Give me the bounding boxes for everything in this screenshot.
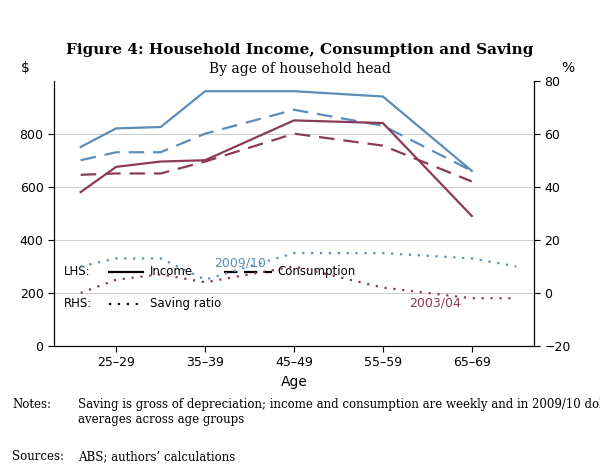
Text: LHS:: LHS: [64, 265, 90, 278]
Text: ABS; authors’ calculations: ABS; authors’ calculations [78, 450, 235, 463]
Text: Notes:: Notes: [12, 398, 51, 411]
Text: Saving is gross of depreciation; income and consumption are weekly and in 2009/1: Saving is gross of depreciation; income … [78, 398, 600, 426]
Text: Saving ratio: Saving ratio [150, 297, 221, 310]
Text: Sources:: Sources: [12, 450, 64, 463]
Text: Figure 4: Household Income, Consumption and Saving: Figure 4: Household Income, Consumption … [67, 43, 533, 57]
Text: RHS:: RHS: [64, 297, 92, 310]
Text: 2009/10: 2009/10 [214, 256, 266, 269]
X-axis label: Age: Age [281, 375, 307, 389]
Text: 2003/04: 2003/04 [410, 296, 461, 309]
Text: %: % [561, 61, 574, 75]
Text: Income: Income [150, 265, 193, 278]
Text: Consumption: Consumption [277, 265, 355, 278]
Text: $: $ [21, 61, 29, 75]
Text: By age of household head: By age of household head [209, 62, 391, 76]
